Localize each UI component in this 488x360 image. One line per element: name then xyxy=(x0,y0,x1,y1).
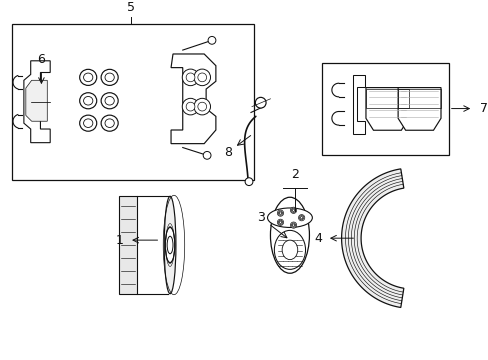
Circle shape xyxy=(186,102,195,111)
Circle shape xyxy=(290,222,296,228)
Ellipse shape xyxy=(101,115,118,131)
Circle shape xyxy=(194,69,210,86)
Circle shape xyxy=(208,36,215,44)
Circle shape xyxy=(291,208,295,212)
Text: 5: 5 xyxy=(127,1,135,14)
Ellipse shape xyxy=(164,196,176,294)
Ellipse shape xyxy=(165,228,175,262)
Circle shape xyxy=(278,211,282,215)
Bar xyxy=(397,89,440,108)
Ellipse shape xyxy=(83,73,93,82)
Ellipse shape xyxy=(282,240,297,260)
Bar xyxy=(12,24,253,180)
Ellipse shape xyxy=(80,69,97,85)
Circle shape xyxy=(300,217,302,219)
Text: 8: 8 xyxy=(224,146,232,159)
Circle shape xyxy=(198,73,206,82)
Circle shape xyxy=(279,212,281,214)
Circle shape xyxy=(198,102,206,111)
Circle shape xyxy=(244,178,252,185)
Circle shape xyxy=(279,221,281,224)
Text: 6: 6 xyxy=(38,53,45,66)
Polygon shape xyxy=(171,54,215,144)
Ellipse shape xyxy=(101,93,118,109)
Text: 4: 4 xyxy=(314,232,322,245)
Circle shape xyxy=(277,210,283,216)
Circle shape xyxy=(298,215,304,221)
Ellipse shape xyxy=(101,69,118,85)
Ellipse shape xyxy=(167,236,173,254)
Bar xyxy=(119,196,137,294)
Bar xyxy=(322,63,448,155)
Circle shape xyxy=(182,98,199,115)
Text: 7: 7 xyxy=(479,102,487,115)
Ellipse shape xyxy=(80,115,97,131)
Polygon shape xyxy=(24,61,50,143)
Circle shape xyxy=(255,97,265,108)
Ellipse shape xyxy=(274,230,305,269)
Circle shape xyxy=(182,69,199,86)
Ellipse shape xyxy=(83,96,93,105)
Ellipse shape xyxy=(105,119,114,127)
Bar xyxy=(365,89,408,108)
Ellipse shape xyxy=(105,73,114,82)
Circle shape xyxy=(291,223,295,227)
Polygon shape xyxy=(365,87,408,130)
Circle shape xyxy=(277,219,283,225)
Ellipse shape xyxy=(83,119,93,127)
Polygon shape xyxy=(397,87,440,130)
Ellipse shape xyxy=(80,93,97,109)
Circle shape xyxy=(299,216,303,220)
Circle shape xyxy=(292,209,294,211)
Circle shape xyxy=(278,220,282,224)
Circle shape xyxy=(186,73,195,82)
Polygon shape xyxy=(352,76,364,134)
Ellipse shape xyxy=(267,208,312,228)
Circle shape xyxy=(292,224,294,226)
Text: 1: 1 xyxy=(115,234,123,247)
Ellipse shape xyxy=(270,197,309,273)
Circle shape xyxy=(194,98,210,115)
Polygon shape xyxy=(341,169,403,307)
Text: 2: 2 xyxy=(290,168,298,181)
Circle shape xyxy=(290,207,296,213)
Text: 3: 3 xyxy=(256,211,264,224)
Circle shape xyxy=(203,152,210,159)
Polygon shape xyxy=(26,80,47,121)
Ellipse shape xyxy=(105,96,114,105)
